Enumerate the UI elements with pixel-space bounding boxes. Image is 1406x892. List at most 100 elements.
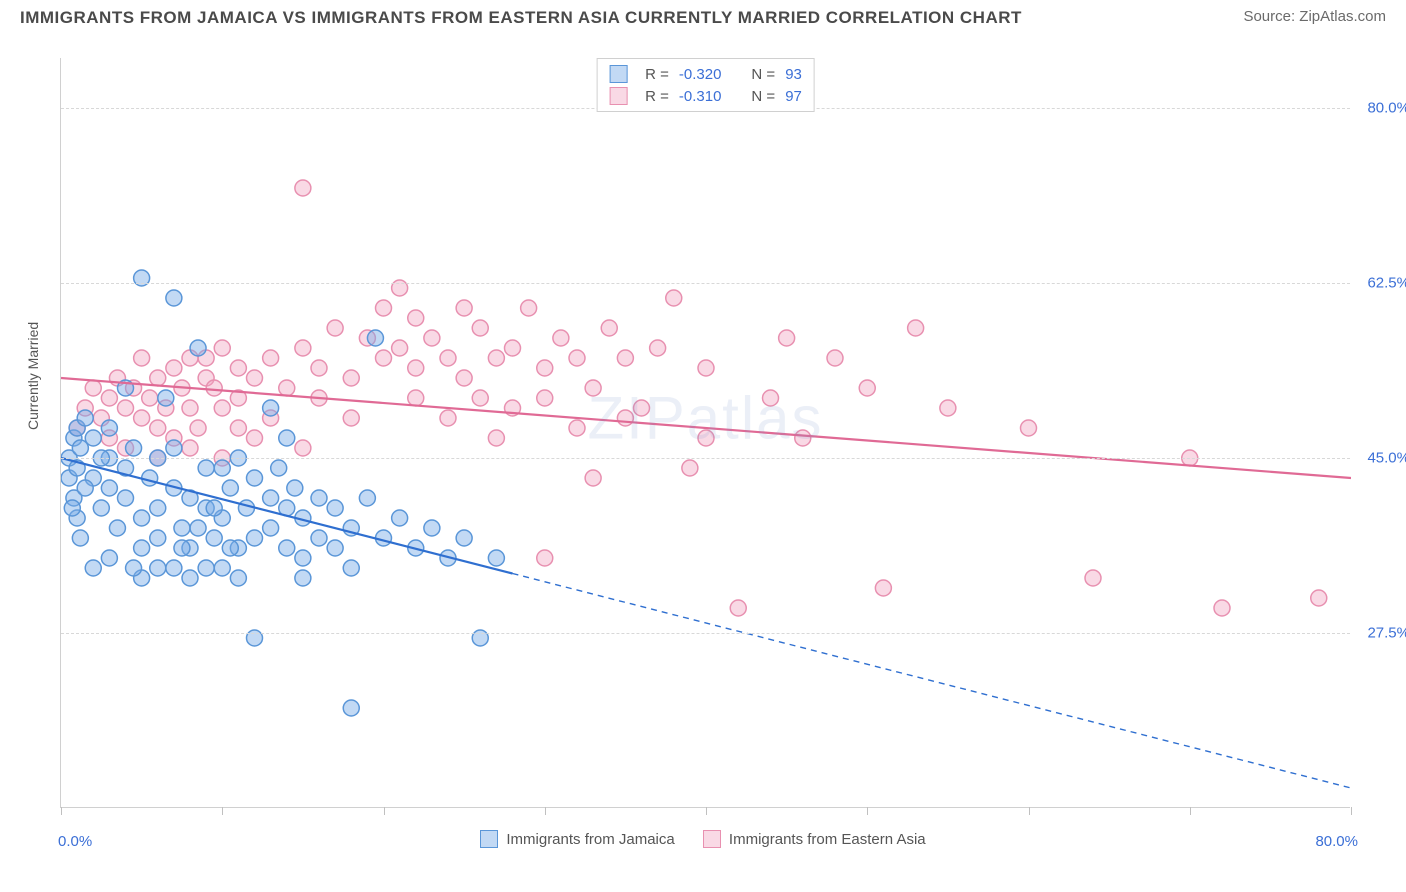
scatter-point (456, 370, 472, 386)
scatter-point (72, 530, 88, 546)
scatter-point (279, 540, 295, 556)
scatter-point (408, 310, 424, 326)
scatter-point (295, 180, 311, 196)
scatter-point (682, 460, 698, 476)
scatter-point (488, 550, 504, 566)
scatter-point (214, 460, 230, 476)
scatter-point (222, 540, 238, 556)
scatter-point (142, 470, 158, 486)
y-tick-label: 27.5% (1367, 625, 1406, 642)
legend-label-eastern-asia: Immigrants from Eastern Asia (729, 831, 926, 848)
x-tick (1029, 807, 1030, 815)
legend-item-jamaica: Immigrants from Jamaica (480, 830, 674, 848)
legend-row-jamaica: R = -0.320 N = 93 (609, 63, 802, 85)
x-tick (222, 807, 223, 815)
x-tick (1351, 807, 1352, 815)
scatter-point (488, 350, 504, 366)
scatter-point (85, 430, 101, 446)
scatter-point (118, 400, 134, 416)
legend-swatch-eastern-asia (609, 87, 627, 105)
scatter-point (64, 500, 80, 516)
scatter-point (247, 370, 263, 386)
scatter-point (537, 550, 553, 566)
scatter-point (343, 700, 359, 716)
scatter-point (359, 490, 375, 506)
scatter-point (158, 390, 174, 406)
scatter-point (392, 510, 408, 526)
scatter-point (424, 520, 440, 536)
x-tick (61, 807, 62, 815)
scatter-point (190, 340, 206, 356)
scatter-point (77, 410, 93, 426)
y-tick-label: 45.0% (1367, 450, 1406, 467)
scatter-point (166, 560, 182, 576)
scatter-point (247, 530, 263, 546)
scatter-point (827, 350, 843, 366)
scatter-point (295, 440, 311, 456)
x-tick (706, 807, 707, 815)
scatter-point (295, 570, 311, 586)
scatter-point (1311, 590, 1327, 606)
scatter-point (408, 390, 424, 406)
scatter-point (617, 410, 633, 426)
scatter-point (698, 360, 714, 376)
scatter-point (206, 380, 222, 396)
scatter-point (182, 400, 198, 416)
scatter-point (247, 430, 263, 446)
scatter-point (779, 330, 795, 346)
scatter-point (271, 460, 287, 476)
scatter-point (795, 430, 811, 446)
scatter-point (166, 360, 182, 376)
scatter-point (521, 300, 537, 316)
scatter-point (134, 350, 150, 366)
scatter-point (214, 560, 230, 576)
n-value-jamaica: 93 (785, 66, 802, 83)
legend-item-eastern-asia: Immigrants from Eastern Asia (703, 830, 926, 848)
scatter-point (488, 430, 504, 446)
r-value-eastern-asia: -0.310 (679, 88, 722, 105)
scatter-point (174, 540, 190, 556)
grid-line (61, 458, 1350, 459)
scatter-point (940, 400, 956, 416)
scatter-point (150, 420, 166, 436)
scatter-point (875, 580, 891, 596)
scatter-point (472, 390, 488, 406)
scatter-point (263, 350, 279, 366)
y-axis-label: Currently Married (25, 322, 41, 430)
x-tick (545, 807, 546, 815)
scatter-point (311, 490, 327, 506)
scatter-point (150, 560, 166, 576)
r-value-jamaica: -0.320 (679, 66, 722, 83)
scatter-point (134, 540, 150, 556)
scatter-point (134, 510, 150, 526)
source-label: Source: ZipAtlas.com (1243, 8, 1386, 25)
y-tick-label: 80.0% (1367, 100, 1406, 117)
scatter-point (263, 520, 279, 536)
scatter-point (424, 330, 440, 346)
scatter-point (311, 360, 327, 376)
scatter-point (126, 560, 142, 576)
scatter-point (569, 420, 585, 436)
legend-label-jamaica: Immigrants from Jamaica (506, 831, 674, 848)
scatter-point (1085, 570, 1101, 586)
scatter-point (698, 430, 714, 446)
scatter-point (327, 540, 343, 556)
scatter-point (1214, 600, 1230, 616)
scatter-point (198, 460, 214, 476)
scatter-point (295, 340, 311, 356)
x-tick (384, 807, 385, 815)
trend-line-solid (61, 378, 1351, 478)
scatter-point (134, 410, 150, 426)
scatter-point (150, 500, 166, 516)
scatter-point (230, 420, 246, 436)
scatter-point (295, 550, 311, 566)
scatter-point (440, 350, 456, 366)
series-legend: Immigrants from Jamaica Immigrants from … (0, 830, 1406, 852)
scatter-point (109, 520, 125, 536)
scatter-point (85, 560, 101, 576)
scatter-point (150, 530, 166, 546)
scatter-point (311, 530, 327, 546)
scatter-point (214, 400, 230, 416)
scatter-point (327, 320, 343, 336)
scatter-point (206, 500, 222, 516)
